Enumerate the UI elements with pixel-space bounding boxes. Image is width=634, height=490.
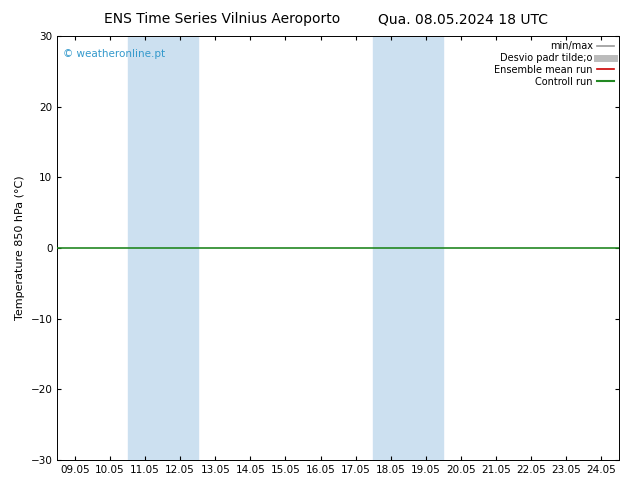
Text: © weatheronline.pt: © weatheronline.pt bbox=[63, 49, 165, 59]
Text: ENS Time Series Vilnius Aeroporto: ENS Time Series Vilnius Aeroporto bbox=[104, 12, 340, 26]
Y-axis label: Temperature 850 hPa (°C): Temperature 850 hPa (°C) bbox=[15, 176, 25, 320]
Legend: min/max, Desvio padr tilde;o, Ensemble mean run, Controll run: min/max, Desvio padr tilde;o, Ensemble m… bbox=[493, 39, 616, 89]
Bar bbox=[373, 36, 443, 460]
Bar bbox=[127, 36, 198, 460]
Text: Qua. 08.05.2024 18 UTC: Qua. 08.05.2024 18 UTC bbox=[378, 12, 548, 26]
